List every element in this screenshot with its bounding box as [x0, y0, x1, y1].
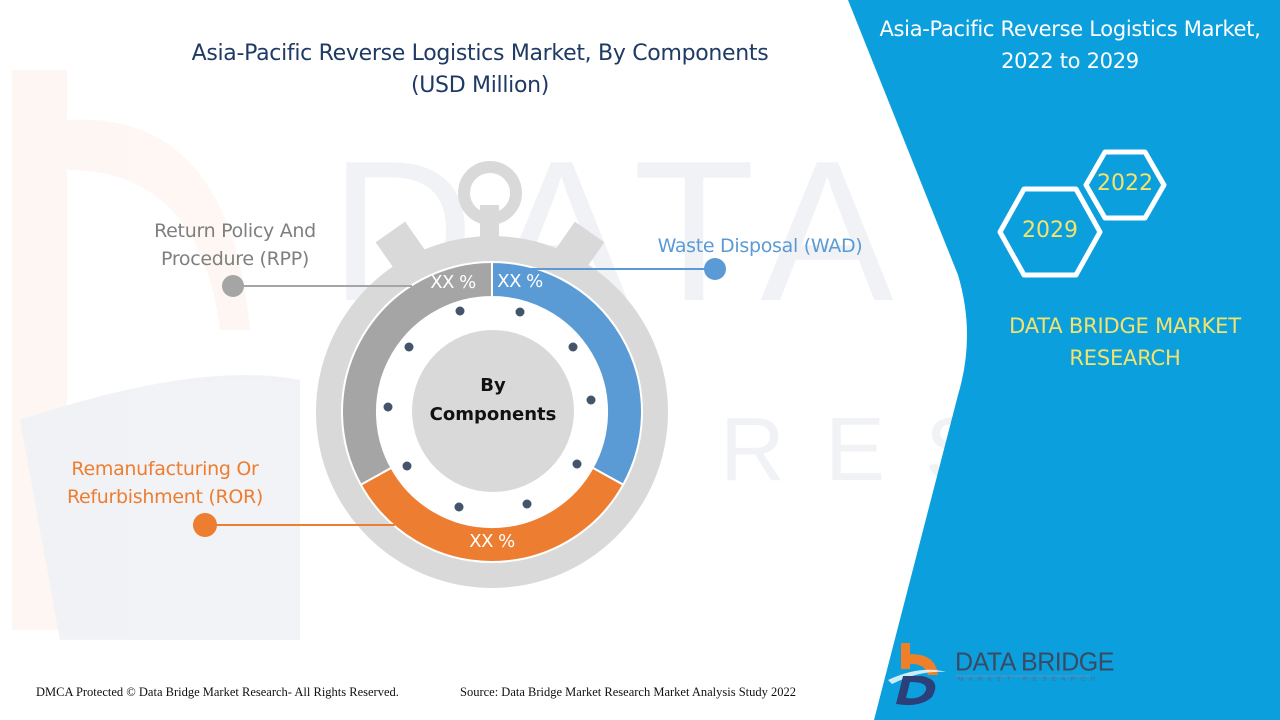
- label-rpp: Return Policy And Procedure (RPP): [100, 217, 370, 273]
- leader-wad: [518, 258, 726, 280]
- donut-ring: [341, 260, 643, 563]
- side-panel-title-line2: 2022 to 2029: [1001, 49, 1139, 73]
- dial-dots: [383, 306, 596, 512]
- center-label: By Components: [413, 371, 573, 429]
- value-ror: XX %: [469, 531, 515, 552]
- center-label-line1: By: [480, 375, 506, 396]
- label-ror-line1: Remanufacturing Or: [71, 458, 259, 480]
- hex-label-2022: 2022: [1097, 171, 1153, 196]
- center-label-line2: Components: [429, 404, 557, 425]
- hex-label-2029: 2029: [1022, 218, 1078, 243]
- label-ror-line2: Refurbishment (ROR): [66, 486, 264, 508]
- logo-tagline: MARKET RESEARCH: [958, 677, 1101, 683]
- chart-title-line2: (USD Million): [410, 73, 550, 98]
- value-wad: XX %: [497, 271, 543, 292]
- value-rpp: XX %: [430, 272, 476, 293]
- segment-rpp[interactable]: [341, 260, 493, 487]
- footer-source: Source: Data Bridge Market Research Mark…: [460, 685, 797, 699]
- side-panel-title-line1: Asia-Pacific Reverse Logistics Market,: [879, 17, 1261, 41]
- leader-ror: [193, 513, 395, 537]
- logo-name: DATA BRIDGE: [955, 647, 1114, 677]
- label-rpp-line2: Procedure (RPP): [161, 248, 309, 270]
- label-rpp-line1: Return Policy And: [154, 220, 316, 242]
- chart-title-line1: Asia-Pacific Reverse Logistics Market, B…: [191, 41, 769, 66]
- logo-icon: [888, 643, 1090, 706]
- hexagon-2022: [1083, 149, 1167, 221]
- footer-copyright: DMCA Protected © Data Bridge Market Rese…: [36, 685, 399, 699]
- center-disc: [412, 330, 574, 492]
- chart-title: Asia-Pacific Reverse Logistics Market, B…: [150, 38, 810, 102]
- brand-text-line2: RESEARCH: [1069, 346, 1181, 370]
- side-panel-background: [848, 0, 1280, 720]
- label-wad: Waste Disposal (WAD): [657, 235, 863, 257]
- side-panel-title: Asia-Pacific Reverse Logistics Market, 2…: [860, 13, 1280, 77]
- brand-text-line1: DATA BRIDGE MARKET: [1009, 314, 1241, 338]
- leader-rpp: [222, 275, 412, 297]
- brand-text: DATA BRIDGE MARKET RESEARCH: [960, 310, 1280, 374]
- hexagon-2029: [997, 186, 1103, 278]
- label-ror: Remanufacturing Or Refurbishment (ROR): [30, 455, 300, 511]
